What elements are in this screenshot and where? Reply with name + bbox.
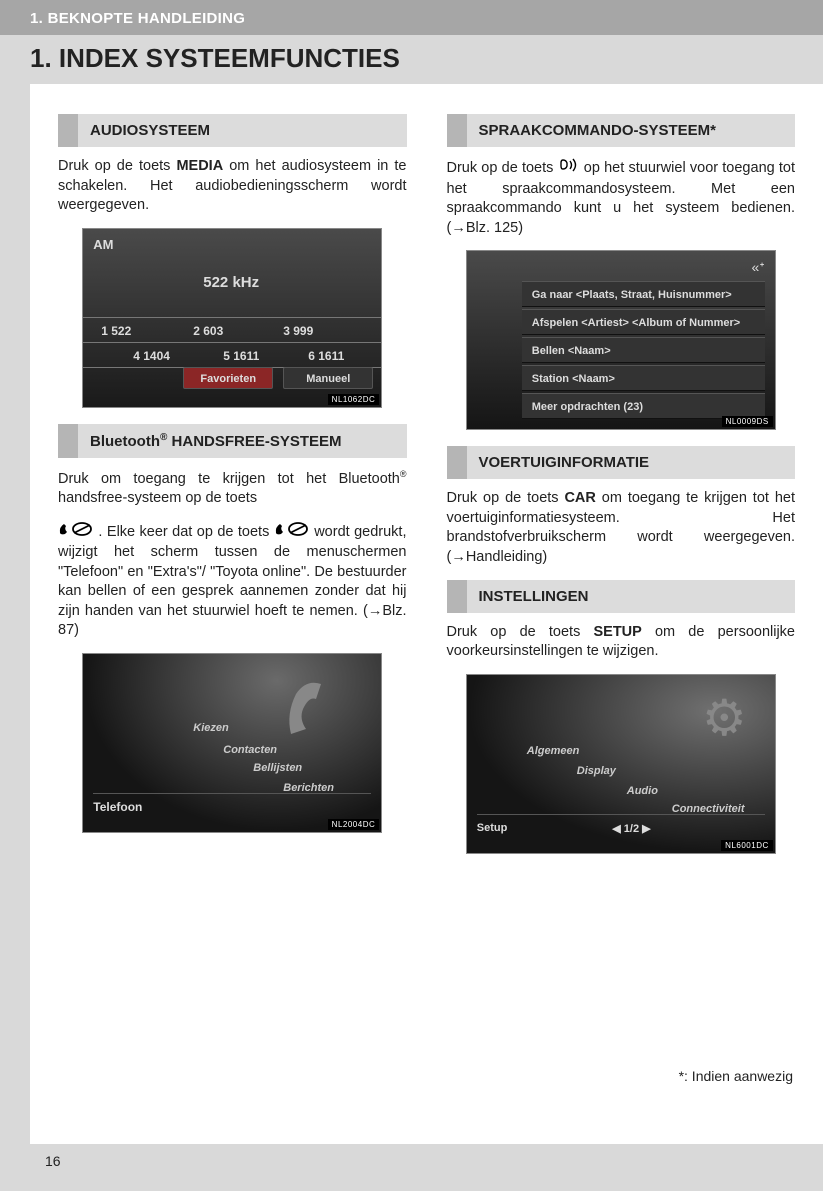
preset: 4 1404 (133, 349, 170, 363)
bluetooth-paragraph-1: Druk om toegang te krijgen tot het Bluet… (58, 468, 407, 509)
header-bar: 1. BEKNOPTE HANDLEIDING (0, 0, 823, 35)
menu-item: Audio (627, 785, 658, 797)
voice-command-row: Station <Naam> (522, 365, 765, 391)
preset: 3 999 (283, 324, 313, 338)
registered-mark: ® (400, 469, 407, 479)
section-heading-voice: SPRAAKCOMMANDO-SYSTEEM* (447, 114, 796, 147)
preset: 6 1611 (308, 349, 344, 363)
audio-paragraph: Druk op de toets MEDIA om het audiosyste… (58, 157, 407, 216)
text: Druk op de toets (447, 160, 558, 176)
setup-key: SETUP (593, 624, 641, 640)
preset: 5 1611 (223, 349, 259, 363)
text: Druk op de toets (447, 624, 594, 640)
settings-paragraph: Druk op de toets SETUP om de persoonlijk… (447, 623, 796, 662)
menu-item: Kiezen (193, 722, 228, 734)
voice-command-row: Ga naar <Plaats, Straat, Huisnummer> (522, 281, 765, 307)
text: Druk op de toets (58, 158, 176, 174)
car-key: CAR (564, 490, 595, 506)
menu-item: Contacten (223, 744, 277, 756)
footnote: *: Indien aanwezig (679, 1068, 793, 1084)
vehicle-paragraph: Druk op de toets CAR om toegang te krijg… (447, 489, 796, 567)
favorites-button: Favorieten (183, 367, 273, 389)
divider (477, 814, 765, 815)
voice-command-row: Afspelen <Artiest> <Album of Nummer> (522, 309, 765, 335)
right-column: SPRAAKCOMMANDO-SYSTEEM* Druk op de toets… (447, 114, 796, 1144)
manual-button: Manueel (283, 367, 373, 389)
setup-screenshot: ⚙ Algemeen Display Audio Connectiviteit … (466, 674, 776, 854)
handset-icon (281, 674, 331, 744)
text: wordt gedrukt, wijzigt het scherm tussen… (58, 524, 407, 639)
image-code: NL1062DC (328, 394, 380, 405)
setup-footer: Setup ◀ 1/2 ▶ (477, 822, 765, 835)
gear-icon: ⚙ (702, 689, 747, 747)
menu-item: Algemeen (527, 745, 580, 757)
preset: 2 603 (193, 324, 223, 338)
content-area: AUDIOSYSTEEM Druk op de toets MEDIA om h… (30, 84, 823, 1144)
am-band: AM (93, 237, 113, 252)
voice-icon (558, 157, 580, 180)
divider (83, 317, 381, 318)
breadcrumb: 1. BEKNOPTE HANDLEIDING (30, 10, 803, 27)
page-title: 1. INDEX SYSTEEMFUNCTIES (0, 35, 823, 84)
section-heading-audio: AUDIOSYSTEEM (58, 114, 407, 147)
text: Druk om toegang te krijgen tot het Bluet… (58, 471, 400, 487)
menu-item: Display (577, 765, 616, 777)
voice-paragraph: Druk op de toets op het stuurwiel voor t… (447, 157, 796, 238)
audio-screenshot: AM 522 kHz 1 522 2 603 3 999 4 1404 5 16… (82, 228, 382, 408)
section-heading-vehicle: VOERTUIGINFORMATIE (447, 446, 796, 479)
bluetooth-paragraph-2: . Elke keer dat op de toets wordt gedruk… (58, 521, 407, 641)
voice-command-row: Bellen <Naam> (522, 337, 765, 363)
pager: ◀ 1/2 ▶ (612, 822, 650, 835)
phone-icon (274, 521, 310, 544)
section-heading-bluetooth: Bluetooth® HANDSFREE-SYSTEEM (58, 424, 407, 458)
divider (93, 793, 371, 794)
left-column: AUDIOSYSTEEM Druk op de toets MEDIA om h… (58, 114, 407, 1144)
phone-screenshot: Kiezen Contacten Bellijsten Berichten Te… (82, 653, 382, 833)
image-code: NL2004DC (328, 819, 380, 830)
menu-item: Bellijsten (253, 762, 302, 774)
image-code: NL0009DS (722, 416, 773, 427)
screen-title: Setup (477, 822, 508, 835)
text: handsfree-systeem op de toets (58, 490, 257, 506)
image-code: NL6001DC (721, 840, 773, 851)
spacer (756, 822, 765, 835)
page-number: 16 (45, 1153, 61, 1169)
phone-icon (58, 521, 94, 544)
voice-indicator-icon: «ᐩ (752, 259, 765, 276)
text: Bluetooth (90, 433, 160, 450)
text: HANDSFREE-SYSTEEM (167, 433, 341, 450)
section-heading-settings: INSTELLINGEN (447, 580, 796, 613)
text: Druk op de toets (447, 490, 565, 506)
screen-title: Telefoon (93, 800, 142, 814)
voice-screenshot: «ᐩ Ga naar <Plaats, Straat, Huisnummer> … (466, 250, 776, 430)
media-key: MEDIA (176, 158, 223, 174)
preset: 1 522 (101, 324, 131, 338)
am-freq: 522 kHz (203, 274, 259, 291)
divider (83, 342, 381, 343)
text: . Elke keer dat op de toets (94, 524, 274, 540)
